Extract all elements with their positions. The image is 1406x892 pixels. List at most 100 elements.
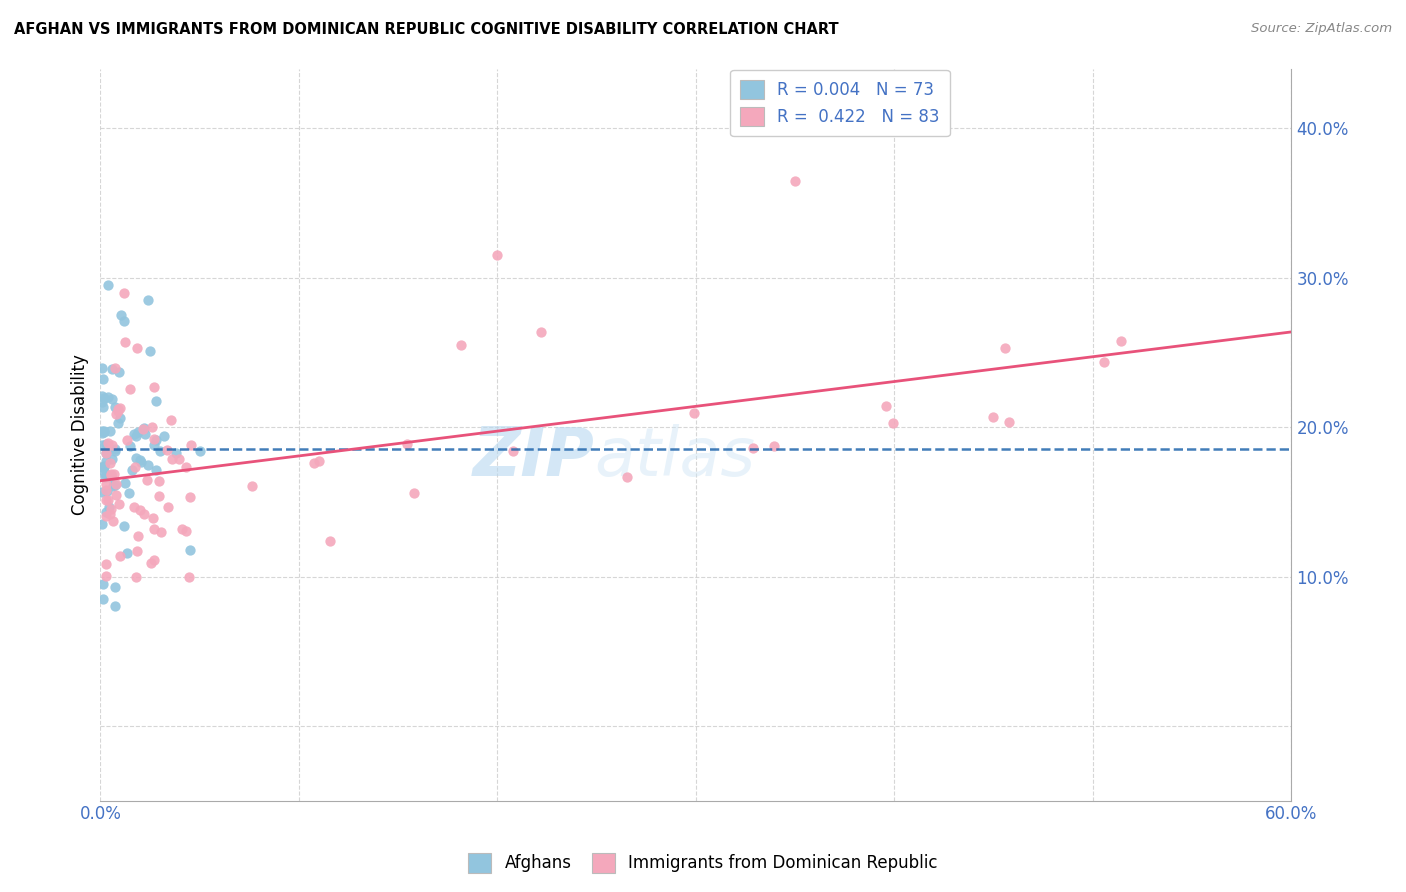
Point — [882, 416, 904, 430]
Point — [125, 429, 148, 443]
Text: ZIP: ZIP — [472, 424, 595, 490]
Point — [110, 549, 132, 564]
Point — [177, 569, 200, 583]
Point — [998, 416, 1021, 430]
Point — [142, 432, 165, 446]
Point — [142, 522, 165, 536]
Point — [118, 486, 141, 500]
Point — [96, 446, 118, 460]
Point — [101, 392, 124, 406]
Point — [112, 285, 135, 300]
Point — [875, 399, 897, 413]
Point — [132, 422, 155, 436]
Point — [125, 450, 148, 465]
Point — [121, 463, 143, 477]
Legend: Afghans, Immigrants from Dominican Republic: Afghans, Immigrants from Dominican Repub… — [461, 847, 945, 880]
Point — [91, 424, 114, 438]
Point — [91, 577, 114, 591]
Point — [450, 337, 472, 351]
Point — [94, 446, 117, 460]
Point — [107, 497, 129, 511]
Point — [91, 371, 114, 385]
Point — [120, 439, 142, 453]
Point — [91, 400, 114, 414]
Point — [100, 467, 122, 482]
Point — [134, 427, 156, 442]
Point — [94, 454, 117, 468]
Point — [112, 314, 135, 328]
Point — [98, 507, 121, 521]
Point — [179, 542, 201, 557]
Point — [91, 438, 114, 452]
Point — [143, 553, 166, 567]
Point — [162, 451, 184, 466]
Point — [104, 477, 127, 491]
Point — [143, 380, 166, 394]
Point — [104, 400, 127, 414]
Point — [150, 524, 173, 539]
Point — [142, 510, 165, 524]
Point — [97, 278, 120, 293]
Point — [742, 441, 765, 455]
Point — [142, 438, 165, 452]
Point — [112, 519, 135, 533]
Point — [101, 452, 124, 467]
Point — [994, 341, 1017, 355]
Point — [145, 393, 167, 408]
Point — [124, 500, 146, 514]
Point — [97, 493, 120, 508]
Point — [129, 455, 152, 469]
Point — [104, 478, 127, 492]
Point — [93, 459, 115, 474]
Point — [98, 469, 121, 483]
Point — [115, 546, 138, 560]
Point — [97, 435, 120, 450]
Point — [188, 443, 211, 458]
Point — [165, 446, 187, 460]
Point — [91, 460, 114, 475]
Point — [91, 591, 114, 606]
Point — [96, 484, 118, 499]
Point — [1109, 334, 1132, 349]
Point — [179, 490, 201, 504]
Point — [172, 522, 194, 536]
Point — [127, 341, 149, 355]
Point — [139, 343, 162, 358]
Point — [530, 326, 553, 340]
Point — [91, 360, 114, 375]
Legend: R = 0.004   N = 73, R =  0.422   N = 83: R = 0.004 N = 73, R = 0.422 N = 83 — [731, 70, 949, 136]
Point — [101, 479, 124, 493]
Point — [125, 544, 148, 558]
Point — [134, 508, 156, 522]
Point — [110, 401, 132, 415]
Point — [136, 293, 159, 307]
Point — [91, 425, 114, 440]
Point — [104, 580, 127, 594]
Point — [91, 388, 114, 402]
Point — [125, 569, 148, 583]
Point — [93, 425, 115, 440]
Point — [402, 485, 425, 500]
Point — [145, 463, 167, 477]
Point — [785, 173, 807, 187]
Point — [94, 467, 117, 482]
Point — [395, 436, 418, 450]
Point — [96, 483, 118, 497]
Point — [93, 458, 115, 473]
Point — [101, 438, 124, 452]
Point — [104, 442, 127, 457]
Point — [114, 476, 136, 491]
Point — [108, 410, 131, 425]
Text: atlas: atlas — [595, 424, 756, 490]
Point — [94, 470, 117, 484]
Point — [132, 421, 155, 435]
Point — [136, 458, 159, 472]
Point — [91, 516, 114, 531]
Point — [1092, 354, 1115, 368]
Point — [124, 460, 146, 475]
Point — [174, 524, 197, 538]
Point — [96, 569, 118, 583]
Point — [97, 390, 120, 404]
Point — [104, 599, 127, 614]
Point — [117, 434, 139, 448]
